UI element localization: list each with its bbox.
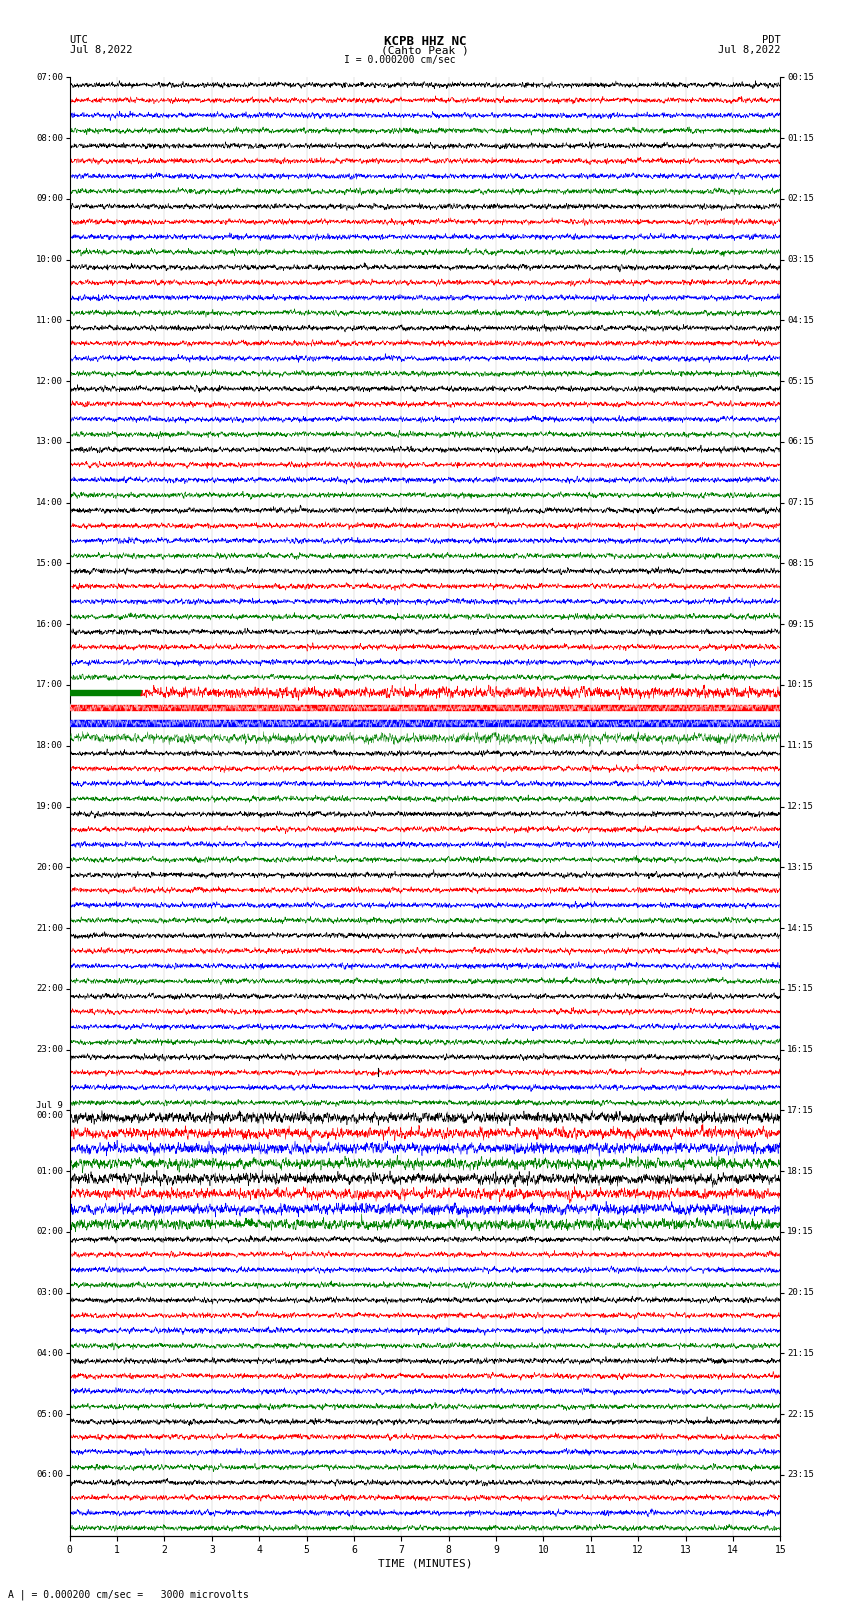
Bar	[70, 705, 780, 710]
Text: I = 0.000200 cm/sec: I = 0.000200 cm/sec	[343, 55, 456, 65]
Text: Jul 8,2022: Jul 8,2022	[717, 45, 780, 55]
Text: A | = 0.000200 cm/sec =   3000 microvolts: A | = 0.000200 cm/sec = 3000 microvolts	[8, 1589, 249, 1600]
Text: KCPB HHZ NC: KCPB HHZ NC	[383, 35, 467, 48]
Bar	[70, 721, 780, 726]
X-axis label: TIME (MINUTES): TIME (MINUTES)	[377, 1558, 473, 1568]
Text: Jul 8,2022: Jul 8,2022	[70, 45, 133, 55]
Text: (Cahto Peak ): (Cahto Peak )	[381, 45, 469, 55]
Text: PDT: PDT	[762, 35, 780, 45]
Text: UTC: UTC	[70, 35, 88, 45]
Bar	[70, 690, 141, 695]
